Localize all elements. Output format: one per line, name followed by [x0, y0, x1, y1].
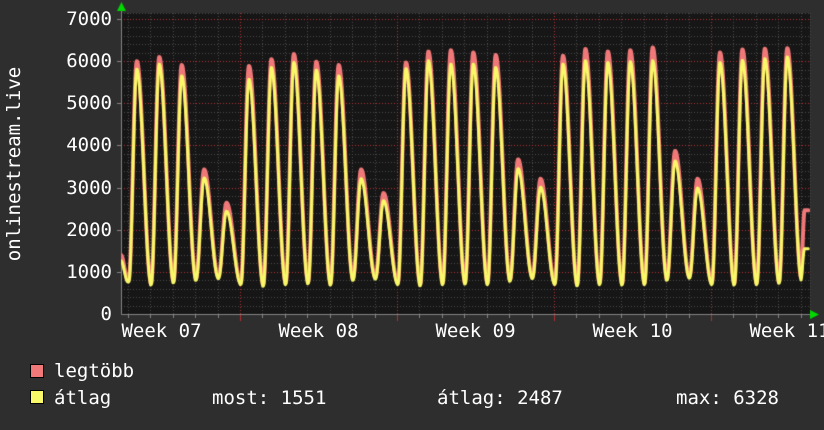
stat-atlag: átlag: 2487 [437, 387, 563, 409]
y-axis-tick-label: 5000 [66, 92, 112, 115]
legend-label-atlag: átlag [54, 387, 112, 409]
legend-swatch-legtobb [30, 364, 44, 378]
legend-swatch-atlag [30, 390, 44, 404]
y-axis-tick-label: 2000 [66, 218, 112, 241]
x-axis-tick-label: Week 10 [592, 320, 673, 342]
y-axis-tick-label: 0 [100, 303, 112, 325]
x-axis-tick-label: Week 07 [121, 320, 202, 342]
stat-max: max: 6328 [676, 387, 779, 409]
y-axis-tick-label: 3000 [66, 176, 112, 199]
y-axis-tick-label: 6000 [66, 50, 112, 73]
y-axis-tick-label: 7000 [66, 8, 112, 31]
legend-label-legtobb: legtöbb [54, 360, 135, 382]
y-axis-tick-label: 1000 [66, 260, 112, 283]
x-axis-tick-label: Week 08 [278, 320, 359, 342]
y-axis-tick-label: 4000 [66, 134, 112, 157]
x-axis-tick-label: Week 09 [435, 320, 516, 342]
stat-most: most: 1551 [212, 387, 327, 409]
x-axis-tick-label: Week 11 [749, 320, 824, 342]
